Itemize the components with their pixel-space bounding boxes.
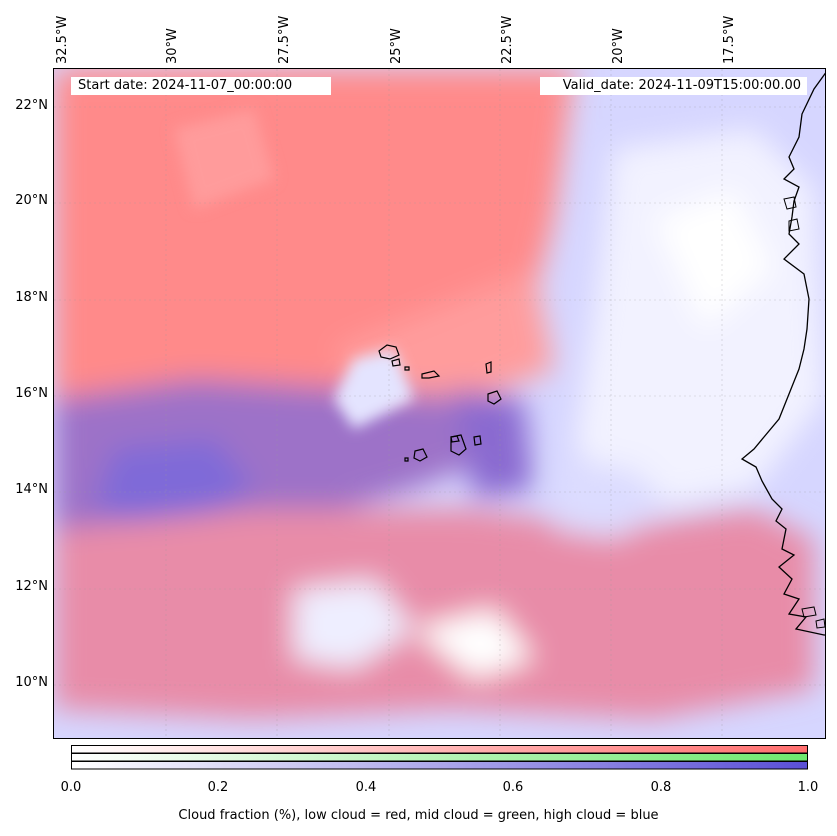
- lat-label-16n: 16°N: [15, 386, 48, 401]
- mixed-cloud-islands: [454, 389, 534, 499]
- colorbar-tick-0.8: 0.8: [650, 780, 672, 795]
- colorbar-tick-0.2: 0.2: [207, 780, 229, 795]
- map-canvas: [54, 69, 825, 738]
- clear-patch-east: [574, 129, 824, 509]
- lat-label-18n: 18°N: [15, 290, 48, 305]
- colorbar-tick-0.6: 0.6: [502, 780, 524, 795]
- lon-label-25w: 25°W: [389, 28, 404, 64]
- lat-label-10n: 10°N: [15, 675, 48, 690]
- lon-label-30w: 30°W: [165, 28, 180, 64]
- lon-label-20w: 20°W: [611, 28, 626, 64]
- colorbar-low-cloud: [71, 745, 808, 754]
- colorbar-tick-1.0: 1.0: [797, 780, 819, 795]
- africa-coastline: [740, 72, 825, 636]
- coastal-islands: [783, 196, 825, 629]
- lat-label-12n: 12°N: [15, 579, 48, 594]
- low-cloud-south: [54, 509, 814, 719]
- clear-patch-northeast: [654, 189, 774, 329]
- colorbar-high-cloud: [71, 761, 808, 770]
- valid-date-label: Valid_date: 2024-11-09T15:00:00.00: [540, 77, 807, 95]
- clear-patch-south-2: [414, 609, 534, 679]
- cape-verde-islands: [378, 344, 502, 462]
- lon-label-27.5w: 27.5°W: [277, 15, 292, 64]
- clear-patch-south: [294, 579, 414, 669]
- clear-patch-islands: [334, 349, 414, 429]
- lon-label-22.5w: 22.5°W: [500, 15, 515, 64]
- colorbar-tick-0.0: 0.0: [60, 780, 82, 795]
- lat-label-22n: 22°N: [15, 98, 48, 113]
- clear-patch-southeast: [554, 459, 674, 539]
- lon-label-17.5w: 17.5°W: [722, 15, 737, 64]
- colorbar: [71, 745, 808, 770]
- lat-label-20n: 20°N: [15, 193, 48, 208]
- cloud-fraction-map[interactable]: [53, 68, 826, 739]
- colorbar-label: Cloud fraction (%), low cloud = red, mid…: [178, 808, 659, 823]
- lat-label-14n: 14°N: [15, 482, 48, 497]
- high-cloud-core: [94, 439, 254, 529]
- colorbar-mid-cloud: [71, 753, 808, 762]
- lon-label-32.5w: 32.5°W: [55, 15, 70, 64]
- low-cloud-patch: [174, 109, 274, 209]
- graticule: [54, 69, 825, 738]
- start-date-label: Start date: 2024-11-07_00:00:00: [71, 77, 331, 95]
- colorbar-tick-0.4: 0.4: [355, 780, 377, 795]
